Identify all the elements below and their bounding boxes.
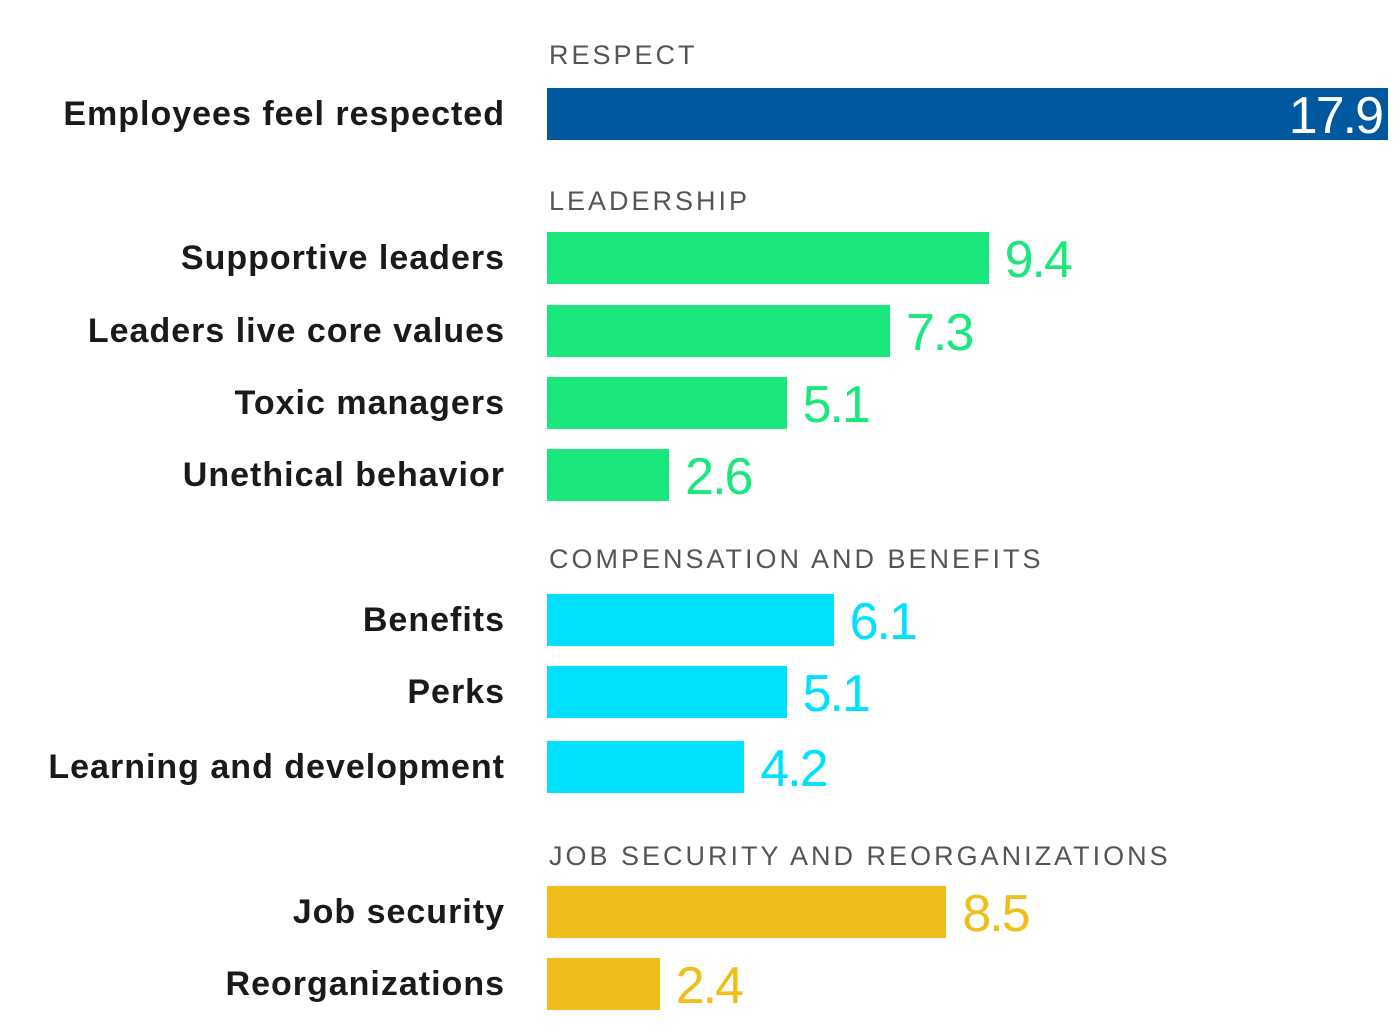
bar-label: Job security <box>292 893 505 931</box>
bar-label: Unethical behavior <box>182 456 505 494</box>
value-label: 4.2 <box>760 740 828 798</box>
bar <box>547 449 670 501</box>
bar <box>547 232 989 284</box>
bar-label: Learning and development <box>48 748 505 786</box>
bar <box>547 886 947 938</box>
group-title: JOB SECURITY AND REORGANIZATIONS <box>549 841 1171 871</box>
value-label: 2.4 <box>675 957 744 1015</box>
bar-label: Employees feel respected <box>63 95 505 133</box>
group-title: RESPECT <box>549 40 698 70</box>
bar <box>547 741 745 793</box>
bar-label: Reorganizations <box>225 965 505 1003</box>
value-label: 8.5 <box>962 885 1030 943</box>
bar-label: Leaders live core values <box>87 312 505 350</box>
bar <box>547 666 787 718</box>
value-label: 6.1 <box>849 593 918 651</box>
bar-label: Toxic managers <box>234 384 505 422</box>
bar <box>547 88 1388 140</box>
value-label: 17.9 <box>1288 87 1384 145</box>
value-label: 5.1 <box>802 665 871 723</box>
bar <box>547 958 660 1010</box>
bar-label: Benefits <box>362 601 505 639</box>
bar <box>547 594 834 646</box>
group-title: COMPENSATION AND BENEFITS <box>549 544 1044 574</box>
bar <box>547 305 890 357</box>
group-title: LEADERSHIP <box>549 186 751 216</box>
value-label: 5.1 <box>802 376 871 434</box>
value-label: 2.6 <box>685 448 753 506</box>
bar-label: Supportive leaders <box>180 239 505 277</box>
value-label: 7.3 <box>905 304 974 362</box>
value-label: 9.4 <box>1004 231 1073 289</box>
bar-label: Perks <box>407 673 505 711</box>
bar <box>547 377 787 429</box>
